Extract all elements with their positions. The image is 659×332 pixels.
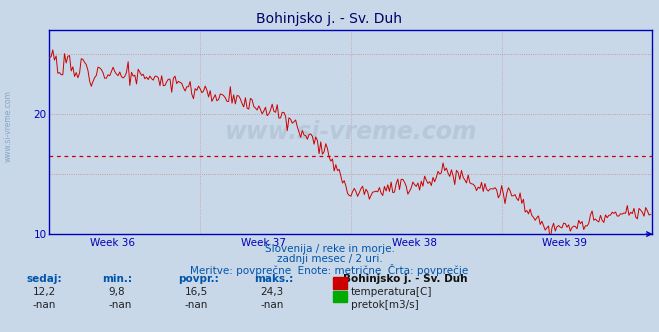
Text: povpr.:: povpr.: xyxy=(178,274,219,284)
Text: www.si-vreme.com: www.si-vreme.com xyxy=(3,90,13,162)
Text: pretok[m3/s]: pretok[m3/s] xyxy=(351,300,418,310)
Text: zadnji mesec / 2 uri.: zadnji mesec / 2 uri. xyxy=(277,254,382,264)
Text: Bohinjsko j. - Sv. Duh: Bohinjsko j. - Sv. Duh xyxy=(343,274,467,284)
Text: min.:: min.: xyxy=(102,274,132,284)
Text: 24,3: 24,3 xyxy=(260,287,283,297)
Text: 12,2: 12,2 xyxy=(33,287,56,297)
Text: -nan: -nan xyxy=(33,300,56,310)
Text: -nan: -nan xyxy=(260,300,283,310)
Text: Meritve: povprečne  Enote: metrične  Črta: povprečje: Meritve: povprečne Enote: metrične Črta:… xyxy=(190,264,469,276)
Text: Slovenija / reke in morje.: Slovenija / reke in morje. xyxy=(264,244,395,254)
Text: -nan: -nan xyxy=(185,300,208,310)
Text: Bohinjsko j. - Sv. Duh: Bohinjsko j. - Sv. Duh xyxy=(256,12,403,26)
Text: maks.:: maks.: xyxy=(254,274,293,284)
Text: -nan: -nan xyxy=(109,300,132,310)
Text: 16,5: 16,5 xyxy=(185,287,208,297)
Text: temperatura[C]: temperatura[C] xyxy=(351,287,432,297)
Text: sedaj:: sedaj: xyxy=(26,274,62,284)
Text: www.si-vreme.com: www.si-vreme.com xyxy=(225,120,477,144)
Text: 9,8: 9,8 xyxy=(109,287,125,297)
